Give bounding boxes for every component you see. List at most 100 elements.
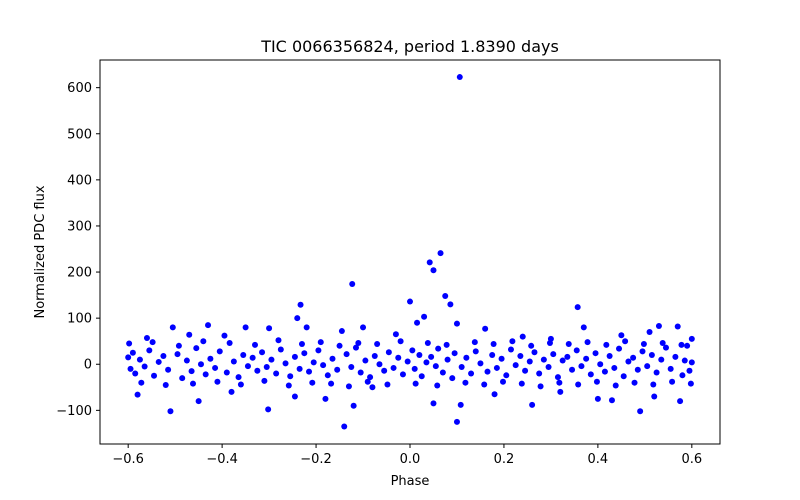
data-point: [202, 371, 209, 378]
data-point: [188, 368, 195, 375]
data-point: [593, 378, 600, 385]
data-point: [322, 395, 329, 402]
data-point: [658, 356, 665, 363]
data-point: [631, 379, 638, 386]
data-point: [569, 366, 576, 373]
data-point: [392, 331, 399, 338]
data-point: [601, 368, 608, 375]
data-point: [449, 375, 456, 382]
data-point: [263, 364, 270, 371]
data-point: [349, 281, 356, 288]
x-tick-label: 0.2: [494, 452, 515, 467]
data-point: [268, 356, 275, 363]
data-point: [296, 365, 303, 372]
data-point: [655, 322, 662, 329]
data-point: [651, 393, 658, 400]
data-point: [453, 418, 460, 425]
data-point: [367, 374, 374, 381]
data-point: [364, 378, 371, 385]
data-point: [414, 319, 421, 326]
data-point: [557, 388, 564, 395]
data-point: [416, 352, 423, 359]
data-point: [125, 354, 132, 361]
data-point: [421, 313, 428, 320]
data-point: [597, 361, 604, 368]
data-point: [205, 322, 212, 329]
data-point: [129, 349, 136, 356]
data-point: [418, 373, 425, 380]
data-point: [328, 380, 335, 387]
data-point: [244, 363, 251, 370]
data-point: [630, 354, 637, 361]
data-point: [127, 365, 134, 372]
data-point: [175, 342, 182, 349]
data-point: [193, 345, 200, 352]
data-point: [430, 400, 437, 407]
data-point: [537, 383, 544, 390]
x-tick-label: −0.6: [112, 452, 144, 467]
data-point: [482, 325, 489, 332]
data-point: [484, 368, 491, 375]
data-point: [688, 335, 695, 342]
data-point: [439, 369, 446, 376]
data-point: [426, 259, 433, 266]
data-point: [594, 395, 601, 402]
data-point: [457, 401, 464, 408]
data-point: [491, 391, 498, 398]
data-point: [390, 364, 397, 371]
y-tick-label: 100: [67, 312, 92, 327]
data-point: [550, 351, 557, 358]
data-point: [477, 360, 484, 367]
data-point: [291, 353, 298, 360]
data-point: [580, 324, 587, 331]
data-point: [397, 338, 404, 345]
data-point: [587, 371, 594, 378]
data-point: [428, 353, 435, 360]
data-point: [385, 349, 392, 356]
data-point: [423, 359, 430, 366]
y-tick-label: 300: [67, 219, 92, 234]
data-point: [146, 347, 153, 354]
data-point: [134, 391, 141, 398]
data-point: [242, 324, 249, 331]
data-point: [512, 362, 519, 369]
data-point: [620, 373, 627, 380]
data-point: [608, 397, 615, 404]
x-axis-label: Phase: [391, 474, 430, 489]
data-point: [179, 375, 186, 382]
data-point: [291, 393, 298, 400]
data-point: [493, 364, 500, 371]
data-point: [481, 381, 488, 388]
data-point: [554, 374, 561, 381]
data-point: [381, 367, 388, 374]
data-point: [674, 323, 681, 330]
data-point: [277, 346, 284, 353]
y-tick-label: 200: [67, 266, 92, 281]
data-point: [681, 357, 688, 364]
data-point: [463, 354, 470, 361]
data-point: [195, 398, 202, 405]
data-point: [252, 341, 258, 348]
data-point: [468, 370, 475, 377]
data-point: [249, 354, 256, 361]
data-point: [583, 355, 590, 362]
data-point: [637, 408, 644, 415]
data-point: [151, 372, 158, 379]
data-point: [612, 382, 619, 389]
data-point: [282, 360, 289, 367]
x-tick-label: −0.2: [300, 452, 332, 467]
x-tick-label: 0.4: [588, 452, 609, 467]
data-point: [306, 368, 313, 375]
data-point: [517, 352, 524, 359]
data-points: [125, 74, 695, 430]
data-point: [634, 366, 641, 373]
data-point: [136, 356, 143, 363]
data-point: [453, 320, 460, 327]
data-point: [407, 298, 413, 305]
data-point: [334, 366, 341, 373]
data-point: [329, 355, 336, 362]
y-axis-label: Normalized PDC flux: [33, 185, 48, 318]
data-point: [221, 332, 228, 339]
data-point: [659, 340, 666, 347]
